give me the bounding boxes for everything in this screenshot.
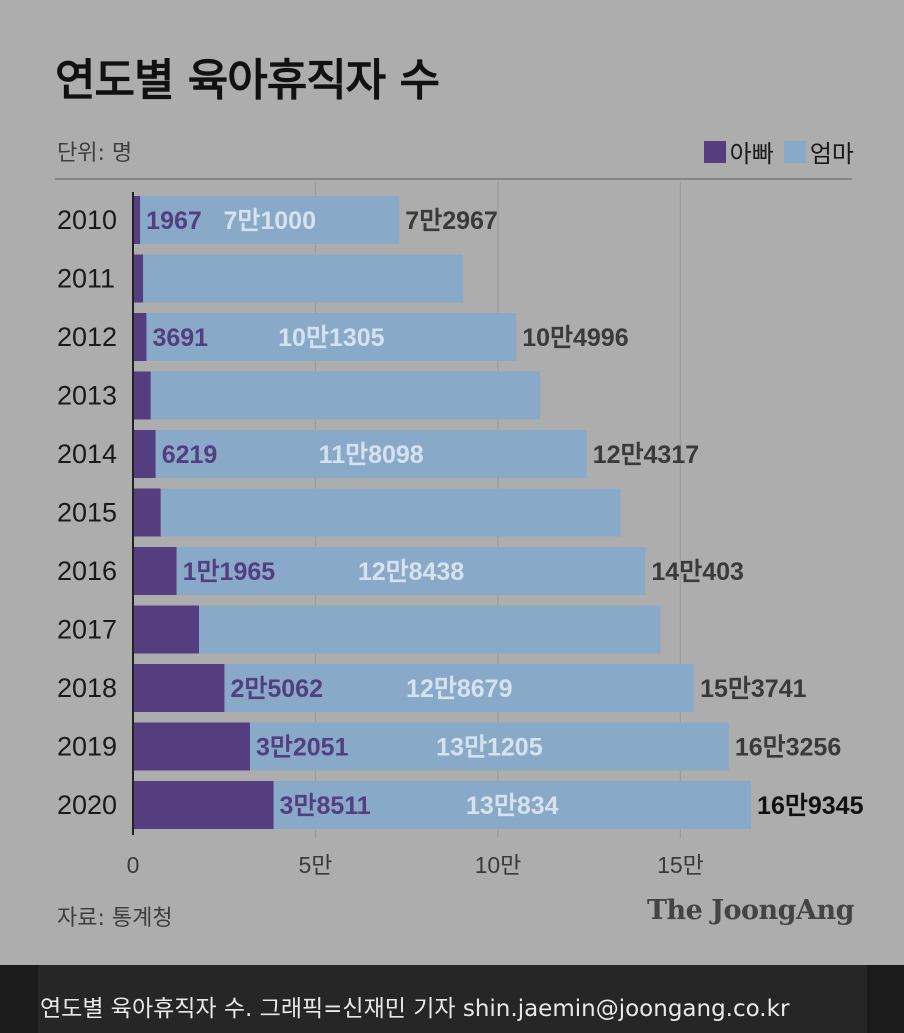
legend: 아빠 엄마 [703,134,854,169]
bar-mother [273,781,752,829]
bar-father [133,371,151,420]
bar-father [133,722,250,771]
data-label-total: 10만4996 [522,324,628,352]
data-label-father: 1967 [146,207,202,235]
data-label-total: 7만2967 [405,207,498,235]
bar-father [133,605,200,654]
year-label: 2020 [57,790,117,820]
legend-swatch-father [703,140,726,163]
bar-father [133,430,156,478]
bar-mother [150,371,541,420]
brand-logo: The JoongAng [646,895,855,926]
legend-item-father: 아빠 [703,134,774,169]
x-tick-label: 5만 [299,852,333,878]
year-label: 2015 [57,498,117,528]
x-tick-label: 10만 [475,852,522,878]
year-label: 2012 [57,322,117,352]
bar-mother [146,313,517,361]
unit-label: 단위: 명 [57,141,133,166]
infographic-card: 연도별 육아휴직자 수 단위: 명 아빠 엄마 2010 1967 7만1000 7만… [0,0,904,965]
bar-mother [249,722,729,771]
legend-item-mother: 엄마 [783,134,854,169]
year-label: 2018 [57,673,117,703]
legend-label-father: 아빠 [729,140,774,168]
year-label: 2014 [57,439,117,469]
year-label: 2016 [57,556,117,586]
data-label-mother: 11만8098 [319,441,424,469]
data-label-father: 3691 [152,324,208,352]
bar-chart: 2010 1967 7만1000 7만2967 2011 2012 3691 10만1305 1… [55,178,864,878]
year-label: 2013 [57,381,117,411]
caption-bar: 연도별 육아휴직자 수. 그래픽=신재민 기자 shin.jaemin@joon… [38,965,867,1033]
data-label-father: 1만1965 [183,558,276,586]
data-label-mother: 12만8438 [358,558,465,586]
year-label: 2019 [57,732,117,762]
source-note: 자료: 통계청 [57,906,173,931]
data-label-mother: 13만1205 [436,734,543,762]
data-label-total: 16만3256 [735,734,841,762]
legend-label-mother: 엄마 [809,140,854,168]
bar-father [133,196,141,244]
chart-title: 연도별 육아휴직자 수 [55,55,440,106]
data-label-total: 12만4317 [593,441,699,469]
bar-mother [140,196,400,244]
bar-father [133,547,177,595]
bar-mother [160,488,621,537]
bar-father [133,664,225,712]
bar-mother [176,547,646,595]
x-tick-label: 15만 [657,852,704,878]
bar-father [133,254,144,303]
bar-mother [224,664,695,712]
bar-mother [155,430,587,478]
data-label-mother: 12만8679 [406,675,512,703]
legend-swatch-mother [783,140,806,163]
data-label-mother: 7만1000 [223,207,316,235]
bar-father [133,488,161,537]
data-label-mother: 10만1305 [278,324,385,352]
x-tick-label: 0 [127,852,140,878]
bar-father [133,781,274,829]
bar-father [133,313,147,361]
data-label-mother: 13만834 [466,792,559,820]
data-label-father: 3만2051 [256,734,349,762]
data-label-father: 2만5062 [230,675,323,703]
data-label-father: 6219 [162,441,218,469]
image-caption: 연도별 육아휴직자 수. 그래픽=신재민 기자 shin.jaemin@joon… [40,996,790,1022]
data-label-father: 3만8511 [280,792,371,820]
year-label: 2017 [57,615,117,645]
year-label: 2011 [57,264,115,294]
data-label-total: 14만403 [651,558,744,586]
data-label-total: 15만3741 [700,675,807,703]
data-label-total: 16만9345 [757,792,864,820]
year-label: 2010 [57,205,117,235]
bar-mother [199,605,661,654]
bar-mother [143,254,463,303]
